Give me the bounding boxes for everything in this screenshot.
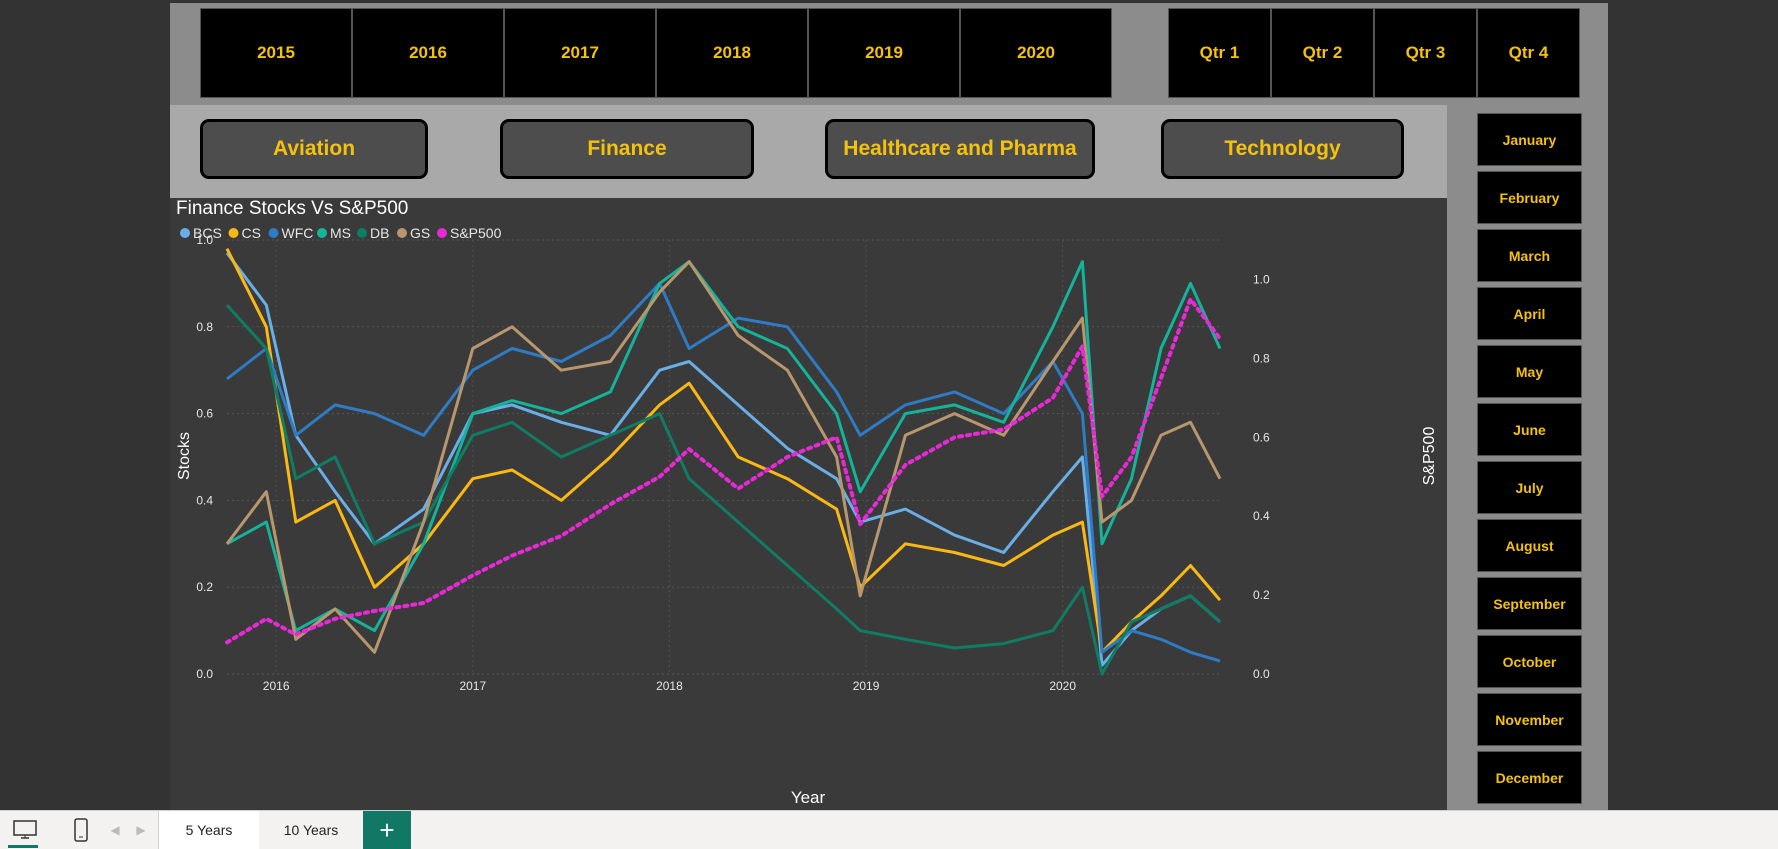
month-button-november[interactable]: November bbox=[1477, 693, 1582, 746]
tab-10-years[interactable]: 10 Years bbox=[259, 811, 364, 849]
x-axis-label: Year bbox=[791, 788, 826, 807]
month-slicer: January February March April May June Ju… bbox=[1447, 105, 1608, 810]
legend-label: CS bbox=[242, 225, 261, 241]
legend-label: DB bbox=[370, 225, 389, 241]
month-button-june[interactable]: June bbox=[1477, 403, 1582, 456]
legend-marker bbox=[317, 228, 327, 238]
y2-tick-label: 0.8 bbox=[1253, 351, 1270, 365]
series-line-ms bbox=[226, 260, 1222, 633]
y2-axis-label: S&P500 bbox=[1421, 427, 1438, 486]
y-tick-label: 0.4 bbox=[196, 493, 213, 507]
legend-marker bbox=[397, 228, 407, 238]
chart-title: Finance Stocks Vs S&P500 bbox=[176, 198, 408, 219]
legend-marker bbox=[268, 228, 279, 238]
series-line-db bbox=[225, 304, 1221, 676]
month-button-december[interactable]: December bbox=[1477, 751, 1582, 804]
month-button-april[interactable]: April bbox=[1477, 287, 1582, 340]
month-button-september[interactable]: September bbox=[1477, 577, 1582, 630]
year-button-2019[interactable]: 2019 bbox=[808, 8, 960, 98]
year-button-2017[interactable]: 2017 bbox=[504, 8, 656, 98]
month-button-august[interactable]: August bbox=[1477, 519, 1582, 572]
series-line-gs bbox=[225, 260, 1222, 654]
x-tick-label: 2016 bbox=[263, 679, 290, 693]
mobile-view-icon[interactable] bbox=[66, 817, 96, 843]
chart-legend: BCS CS WFC MS DB GS S&P500 bbox=[180, 225, 502, 241]
x-tick-label: 2019 bbox=[853, 679, 880, 693]
quarter-button-4[interactable]: Qtr 4 bbox=[1477, 8, 1580, 98]
y2-tick-label: 0.6 bbox=[1253, 430, 1270, 444]
legend-marker bbox=[437, 228, 447, 238]
y2-tick-label: 0.2 bbox=[1253, 588, 1270, 602]
y2-tick-label: 0.0 bbox=[1253, 667, 1270, 681]
year-button-2018[interactable]: 2018 bbox=[656, 8, 808, 98]
y-tick-label: 0.6 bbox=[196, 407, 213, 421]
series-line-sp500 bbox=[225, 297, 1222, 645]
desktop-view-icon[interactable] bbox=[10, 817, 40, 843]
legend-label: GS bbox=[410, 225, 430, 241]
page-navigation-bar: ◀ ▶ 5 Years 10 Years + bbox=[0, 810, 1778, 849]
y2-tick-label: 0.4 bbox=[1253, 509, 1270, 523]
y-tick-label: 0.2 bbox=[196, 580, 213, 594]
quarter-button-1[interactable]: Qtr 1 bbox=[1168, 8, 1271, 98]
y-tick-label: 0.8 bbox=[196, 320, 213, 334]
next-page-icon[interactable]: ▶ bbox=[136, 823, 146, 837]
sector-button-aviation[interactable]: Aviation bbox=[200, 119, 428, 179]
legend-label: WFC bbox=[282, 225, 314, 241]
x-tick-label: 2017 bbox=[459, 679, 486, 693]
sector-button-finance[interactable]: Finance bbox=[500, 119, 754, 179]
month-button-march[interactable]: March bbox=[1477, 229, 1582, 282]
year-button-2015[interactable]: 2015 bbox=[200, 8, 352, 98]
chart-svg: Finance Stocks Vs S&P500 BCS CS WFC MS DB GS S… bbox=[176, 198, 1438, 807]
series-line-wfc bbox=[226, 281, 1221, 663]
legend-marker bbox=[228, 228, 239, 238]
y-axis-label: Stocks bbox=[176, 432, 193, 480]
month-button-february[interactable]: February bbox=[1477, 171, 1582, 224]
month-button-may[interactable]: May bbox=[1477, 345, 1582, 398]
y-tick-label: 1.0 bbox=[196, 233, 213, 247]
x-tick-label: 2020 bbox=[1049, 679, 1076, 693]
quarter-button-3[interactable]: Qtr 3 bbox=[1374, 8, 1477, 98]
y2-tick-label: 1.0 bbox=[1253, 272, 1270, 286]
month-button-july[interactable]: July bbox=[1477, 461, 1582, 514]
add-page-button[interactable]: + bbox=[363, 811, 411, 849]
legend-label: S&P500 bbox=[450, 225, 502, 241]
prev-page-icon[interactable]: ◀ bbox=[110, 823, 120, 837]
legend-marker bbox=[357, 228, 367, 238]
year-button-2020[interactable]: 2020 bbox=[960, 8, 1112, 98]
legend-label: BCS bbox=[193, 225, 222, 241]
month-button-january[interactable]: January bbox=[1477, 113, 1582, 166]
sector-bar: Aviation Finance Healthcare and Pharma T… bbox=[170, 105, 1447, 198]
line-chart: Finance Stocks Vs S&P500 BCS CS WFC MS DB GS S… bbox=[170, 198, 1447, 810]
tab-5-years[interactable]: 5 Years bbox=[158, 811, 260, 849]
legend-marker bbox=[180, 228, 190, 238]
year-button-2016[interactable]: 2016 bbox=[352, 8, 504, 98]
month-button-october[interactable]: October bbox=[1477, 635, 1582, 688]
active-view-indicator bbox=[8, 845, 38, 848]
sector-button-healthcare[interactable]: Healthcare and Pharma bbox=[825, 119, 1095, 179]
x-tick-label: 2018 bbox=[656, 679, 683, 693]
quarter-button-2[interactable]: Qtr 2 bbox=[1271, 8, 1374, 98]
legend-label: MS bbox=[330, 225, 351, 241]
sector-button-technology[interactable]: Technology bbox=[1161, 119, 1404, 179]
y-tick-label: 0.0 bbox=[196, 667, 213, 681]
